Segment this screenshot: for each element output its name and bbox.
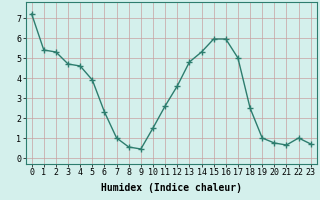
- X-axis label: Humidex (Indice chaleur): Humidex (Indice chaleur): [101, 183, 242, 193]
